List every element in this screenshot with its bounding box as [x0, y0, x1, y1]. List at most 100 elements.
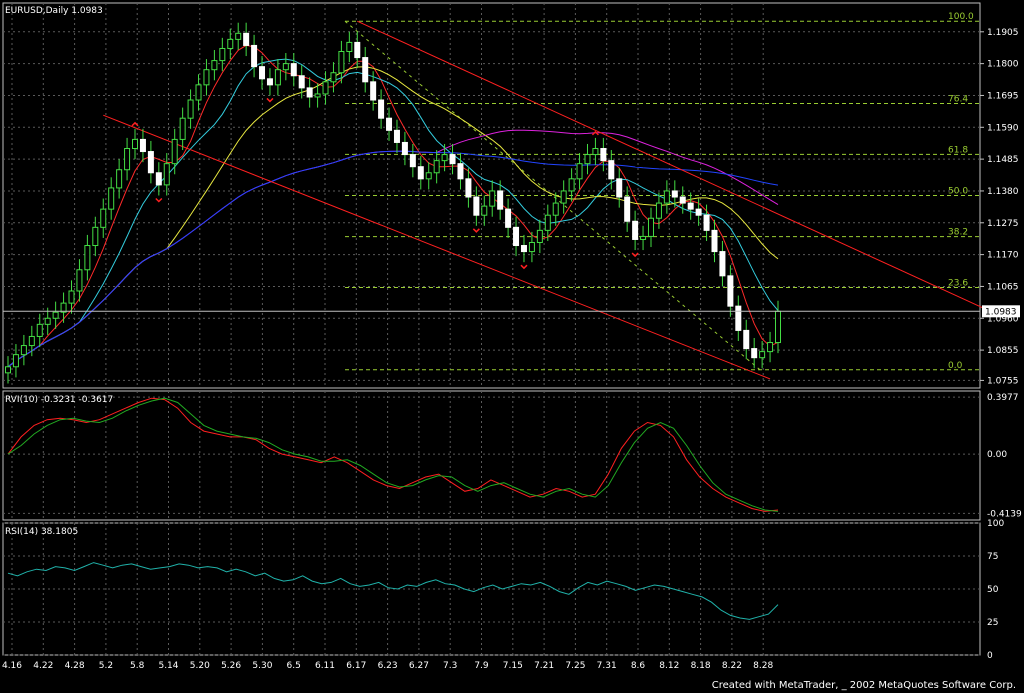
candle-body — [147, 151, 154, 174]
candle-body — [449, 154, 456, 165]
current-price-box — [982, 305, 1020, 318]
x-tick-label: 6.23 — [378, 661, 398, 671]
candle-body — [354, 41, 361, 59]
channel-line — [103, 114, 771, 380]
x-tick-label: 8.18 — [691, 661, 711, 671]
candle-body — [84, 245, 91, 271]
candle-body — [171, 138, 178, 165]
moving-average-line — [7, 150, 779, 368]
rvi-panel-frame — [2, 390, 981, 521]
candle-body — [592, 148, 599, 156]
candle-body — [227, 38, 234, 49]
rvi-tick-label: -0.4139 — [987, 509, 1022, 519]
main-panel-frame — [2, 2, 981, 389]
candle-body — [187, 99, 194, 119]
rvi-tick-label: 0.00 — [987, 450, 1007, 460]
candle-body — [600, 148, 607, 162]
candle-body — [393, 129, 400, 143]
candle-body — [259, 66, 266, 80]
rvi-panel-title: RVI(10) -0.3231 -0.3617 — [5, 395, 113, 405]
candle-body — [203, 69, 210, 86]
fractal-up-marker — [591, 130, 599, 136]
candle-body — [195, 84, 202, 101]
x-tick-label: 8.6 — [631, 661, 646, 671]
x-tick-label: 7.15 — [503, 661, 523, 671]
candle-body — [608, 160, 615, 180]
y-tick-label: 1.1065 — [987, 282, 1019, 292]
fractal-up-marker — [131, 121, 139, 127]
candle-body — [298, 75, 305, 89]
candle-body — [20, 345, 27, 356]
fib-level-label: 100.0 — [948, 12, 974, 22]
candle-body — [624, 196, 631, 222]
candle-body — [282, 63, 289, 71]
candle-body — [116, 169, 123, 189]
rvi-tick-label: 0.3977 — [987, 393, 1019, 403]
x-tick-label: 5.20 — [190, 661, 210, 671]
x-tick-label: 8.22 — [722, 661, 742, 671]
y-tick-label: 1.1800 — [987, 60, 1019, 70]
y-tick-label: 1.1590 — [987, 123, 1019, 133]
y-tick-label: 1.1380 — [987, 187, 1019, 197]
fib-level-label: 76.4 — [948, 94, 968, 104]
candle-body — [497, 190, 504, 210]
candle-body — [306, 87, 313, 98]
candle-body — [290, 63, 297, 77]
channel-line — [357, 20, 993, 313]
fractal-down-marker — [155, 197, 163, 203]
candle-body — [274, 69, 281, 86]
y-tick-label: 1.0755 — [987, 376, 1019, 386]
candle-body — [5, 366, 11, 374]
x-tick-label: 5.30 — [252, 661, 272, 671]
candle-body — [727, 275, 734, 307]
fractal-down-marker — [631, 252, 639, 258]
candle-body — [655, 202, 662, 219]
candle-body — [743, 329, 750, 350]
candle-body — [433, 160, 440, 174]
y-tick-label: 1.1485 — [987, 155, 1019, 165]
candle-body — [386, 117, 393, 131]
credit-text: Created with MetaTrader, _ 2002 MetaQuot… — [711, 680, 1016, 691]
x-tick-label: 5.14 — [158, 661, 178, 671]
fib-level-label: 23.6 — [948, 279, 968, 289]
candle-body — [338, 51, 345, 74]
rvi-line — [7, 397, 779, 512]
candle-body — [735, 305, 742, 331]
y-tick-label: 1.1905 — [987, 28, 1019, 38]
candle-body — [251, 44, 258, 68]
candle-body — [695, 208, 702, 216]
candle-body — [155, 172, 162, 186]
candle-body — [457, 163, 464, 180]
y-tick-label: 1.0855 — [987, 346, 1019, 356]
candle-body — [52, 311, 59, 319]
candle-body — [465, 178, 472, 198]
candle-body — [640, 235, 647, 240]
candle-body — [751, 348, 758, 359]
y-tick-label: 1.1695 — [987, 91, 1019, 101]
candle-body — [481, 205, 488, 216]
candle-body — [132, 138, 139, 150]
candle-body — [671, 190, 678, 198]
candle-body — [346, 41, 353, 53]
candle-body — [473, 196, 480, 216]
candle-body — [616, 178, 623, 198]
x-tick-label: 7.3 — [443, 661, 457, 671]
current-price-label: 1.0983 — [985, 307, 1017, 317]
y-tick-label: 1.1170 — [987, 251, 1019, 261]
candle-body — [36, 323, 43, 337]
candle-body — [775, 310, 781, 344]
x-tick-label: 4.16 — [2, 661, 22, 671]
x-tick-label: 4.28 — [65, 661, 85, 671]
candle-body — [719, 251, 726, 277]
x-tick-label: 5.26 — [221, 661, 241, 671]
candle-body — [425, 172, 432, 180]
x-tick-label: 8.12 — [659, 661, 679, 671]
candle-body — [536, 229, 543, 243]
candle-body — [235, 32, 242, 40]
fractal-down-marker — [472, 228, 480, 233]
fib-level-label: 61.8 — [948, 145, 968, 155]
candle-body — [711, 229, 718, 253]
rsi-line — [7, 562, 779, 620]
candle-body — [663, 190, 670, 204]
